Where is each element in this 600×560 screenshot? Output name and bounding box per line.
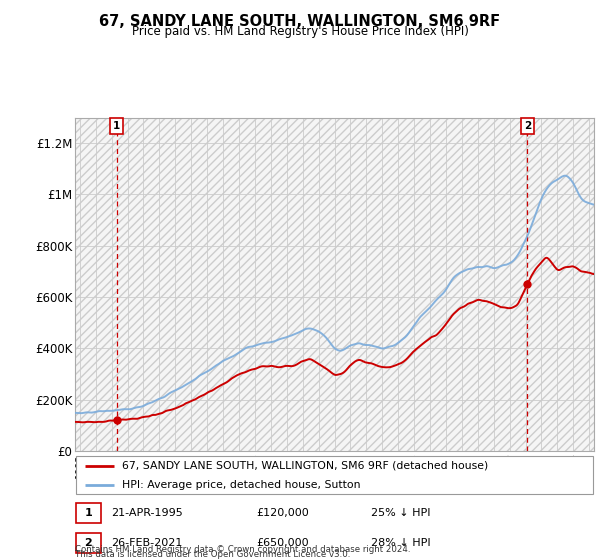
Text: 1: 1 [113, 121, 120, 131]
FancyBboxPatch shape [76, 533, 101, 553]
Text: 2: 2 [524, 121, 531, 131]
Text: Contains HM Land Registry data © Crown copyright and database right 2024.: Contains HM Land Registry data © Crown c… [75, 545, 410, 554]
Text: 25% ↓ HPI: 25% ↓ HPI [371, 508, 430, 518]
FancyBboxPatch shape [76, 456, 593, 494]
Text: 67, SANDY LANE SOUTH, WALLINGTON, SM6 9RF: 67, SANDY LANE SOUTH, WALLINGTON, SM6 9R… [100, 14, 500, 29]
Text: 1: 1 [85, 508, 92, 518]
Text: £650,000: £650,000 [257, 538, 309, 548]
Text: HPI: Average price, detached house, Sutton: HPI: Average price, detached house, Sutt… [122, 479, 360, 489]
Text: 21-APR-1995: 21-APR-1995 [112, 508, 183, 518]
Text: 26-FEB-2021: 26-FEB-2021 [112, 538, 183, 548]
Text: 2: 2 [85, 538, 92, 548]
Text: 67, SANDY LANE SOUTH, WALLINGTON, SM6 9RF (detached house): 67, SANDY LANE SOUTH, WALLINGTON, SM6 9R… [122, 461, 488, 471]
Text: 28% ↓ HPI: 28% ↓ HPI [371, 538, 430, 548]
Text: Price paid vs. HM Land Registry's House Price Index (HPI): Price paid vs. HM Land Registry's House … [131, 25, 469, 38]
Text: This data is licensed under the Open Government Licence v3.0.: This data is licensed under the Open Gov… [75, 550, 350, 559]
FancyBboxPatch shape [76, 503, 101, 523]
Text: £120,000: £120,000 [257, 508, 310, 518]
